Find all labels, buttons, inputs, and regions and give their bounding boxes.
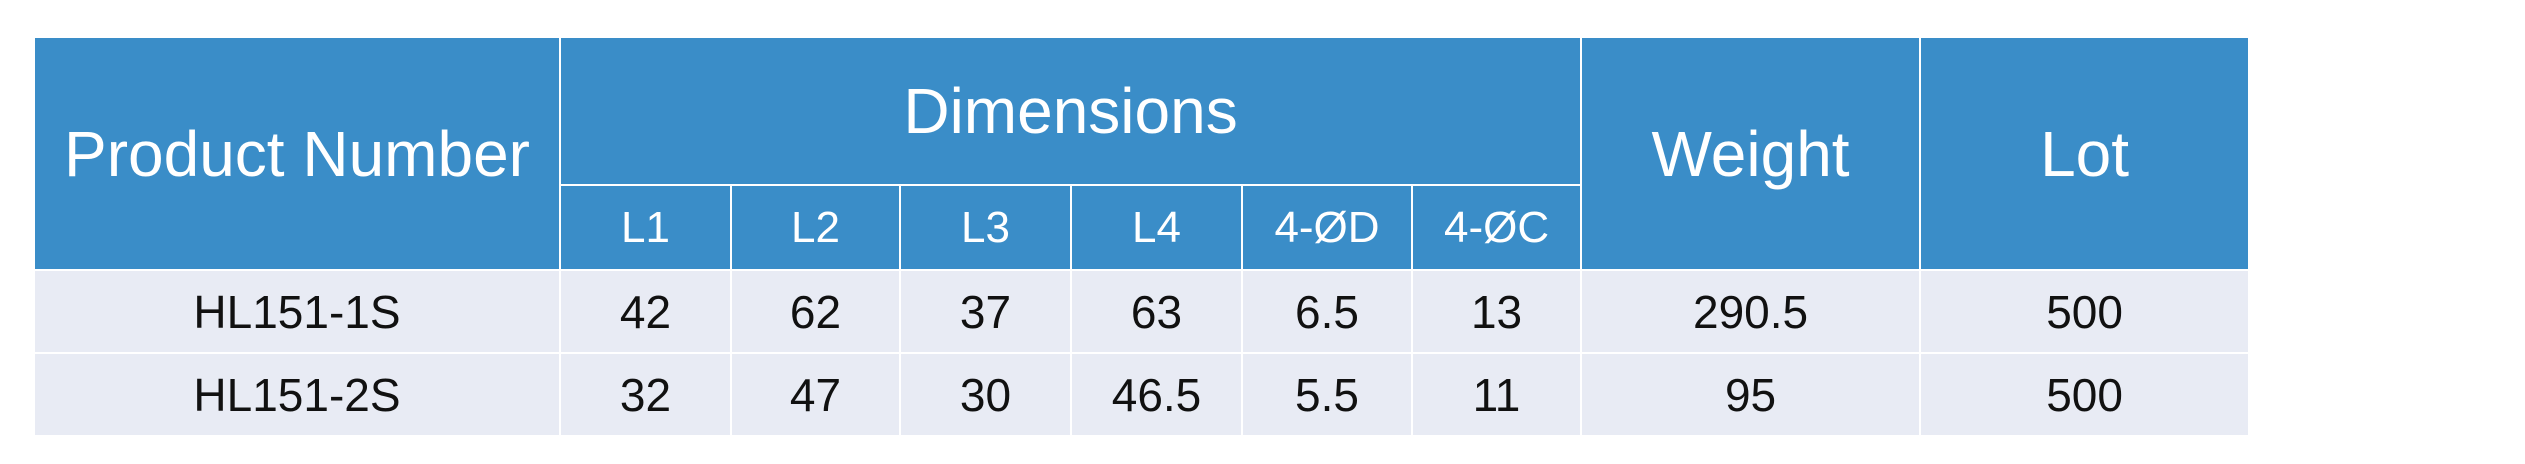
- sub-header-row: L1 L2 L3 L4 4-ØD 4-ØC: [34, 184, 2249, 271]
- header-cell: Lot: [1919, 36, 2251, 271]
- spec-table: Product Number Dimensions Weight Lot L1 L…: [33, 36, 2251, 437]
- table-cell: 63: [1070, 269, 1243, 354]
- table-cell: 500: [1919, 352, 2251, 437]
- table-cell: 30: [899, 352, 1072, 437]
- table-cell: 11: [1410, 352, 1583, 437]
- table-cell: HL151-2S: [33, 352, 561, 437]
- table-cell: 290.5: [1580, 269, 1922, 354]
- table-cell: 47: [730, 352, 901, 437]
- table-cell: 32: [559, 352, 732, 437]
- header-cell: Product Number: [33, 36, 561, 271]
- table-cell: HL151-1S: [33, 269, 561, 354]
- table-cell: 42: [559, 269, 732, 354]
- sub-header-cell: L3: [899, 184, 1072, 271]
- table-cell: 500: [1919, 269, 2251, 354]
- table-row: HL151-1S 42 62 37 63 6.5 13 290.5 500: [33, 269, 2251, 354]
- table-row: HL151-2S 32 47 30 46.5 5.5 11 95 500: [33, 352, 2251, 437]
- table-cell: 62: [730, 269, 901, 354]
- table-cell: 46.5: [1070, 352, 1243, 437]
- table-cell: 37: [899, 269, 1072, 354]
- sub-header-cell: L2: [730, 184, 901, 271]
- sub-header-cell: L1: [559, 184, 732, 271]
- sub-header-cell: 4-ØD: [1241, 184, 1413, 271]
- table-body: HL151-1S 42 62 37 63 6.5 13 290.5 500 HL151-2S 32 4…: [33, 269, 2251, 437]
- table-cell: 95: [1580, 352, 1922, 437]
- sub-header-cell: 4-ØC: [1410, 184, 1583, 271]
- sub-header-cell: L4: [1070, 184, 1243, 271]
- header-cell: Dimensions: [558, 36, 1583, 186]
- table-cell: 6.5: [1241, 269, 1413, 354]
- table-cell: 5.5: [1241, 352, 1413, 437]
- header-cell: Weight: [1580, 36, 1922, 271]
- table-cell: 13: [1410, 269, 1583, 354]
